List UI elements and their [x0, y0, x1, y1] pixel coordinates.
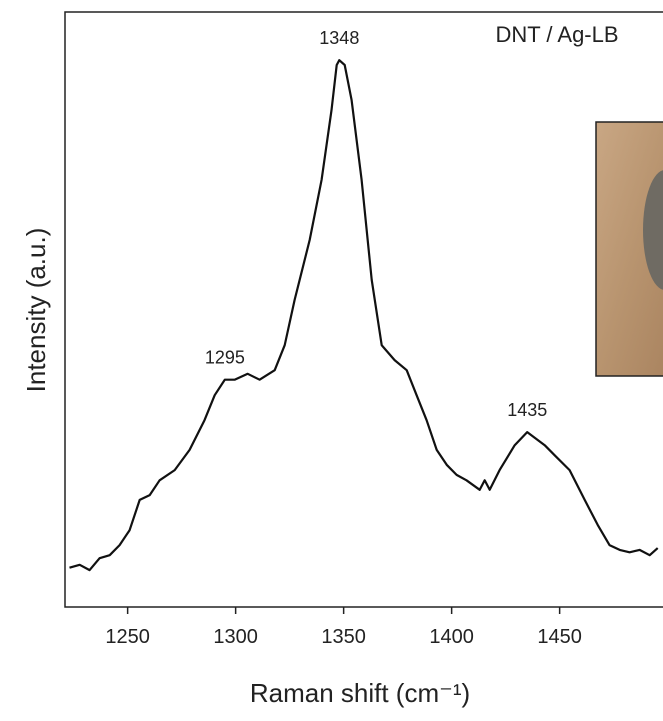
- x-tick-label: 1300: [213, 626, 258, 648]
- plot-frame: [64, 11, 663, 608]
- x-axis-title: Raman shift (cm⁻¹): [250, 678, 470, 708]
- x-tick-label: 1400: [429, 626, 474, 648]
- y-axis-title: Intensity (a.u.): [21, 228, 51, 393]
- peak-label: 1435: [507, 400, 547, 420]
- peak-label: 1348: [319, 28, 359, 48]
- inset-object: [643, 170, 663, 290]
- chart-title: DNT / Ag-LB: [495, 22, 618, 47]
- spectrum-line: [69, 59, 659, 572]
- peak-label: 1295: [205, 348, 245, 368]
- x-tick-label: 1350: [321, 626, 366, 648]
- x-tick-label: 1450: [537, 626, 582, 648]
- x-tick-label: 1250: [105, 626, 150, 648]
